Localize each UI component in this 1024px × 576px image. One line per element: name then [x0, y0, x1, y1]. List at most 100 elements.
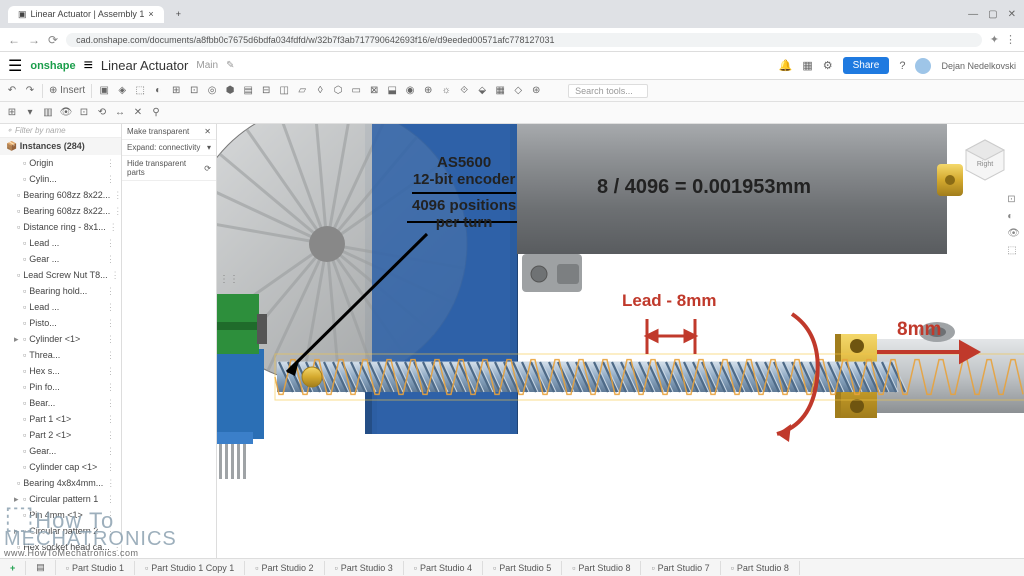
tree-item[interactable]: ▫Pisto... ⋮ [0, 315, 121, 331]
tool-icon[interactable]: ⬡ [332, 85, 344, 97]
tree-item[interactable]: ▫Cylinder cap <1> ⋮ [0, 459, 121, 475]
url-input[interactable]: cad.onshape.com/documents/a8fbb0c7675d6b… [66, 33, 982, 47]
doc-menu-icon[interactable]: ≡ [84, 57, 93, 75]
part-studio-tab[interactable]: ▫Part Studio 8 [562, 561, 641, 575]
tool-icon[interactable]: ⬢ [224, 85, 236, 97]
grid-icon[interactable]: ▦ [802, 59, 812, 72]
tree-item[interactable]: ▫Part 1 <1> ⋮ [0, 411, 121, 427]
insert-button[interactable]: ⊕ Insert [49, 85, 85, 96]
tool-icon[interactable]: ◎ [206, 85, 218, 97]
gear-icon[interactable]: ⚙ [823, 59, 833, 72]
help-icon[interactable]: ? [899, 60, 905, 72]
tool-icon[interactable]: ◈ [116, 85, 128, 97]
ctx-transparent[interactable]: Make transparent✕ [122, 124, 216, 140]
view-icon[interactable]: ⟲ [96, 107, 108, 119]
part-studio-tab[interactable]: ▫Part Studio 7 [641, 561, 720, 575]
nav-back-icon[interactable]: ← [8, 33, 20, 47]
tool-icon[interactable]: ▣ [98, 85, 110, 97]
avatar[interactable] [915, 58, 931, 74]
tool-icon[interactable]: ◫ [278, 85, 290, 97]
view-icon[interactable]: ✕ [132, 107, 144, 119]
window-min-icon[interactable]: — [968, 9, 978, 20]
tool-icon[interactable]: ⬙ [476, 85, 488, 97]
part-studio-tab[interactable]: ▫Part Studio 5 [483, 561, 562, 575]
tool-icon[interactable]: ☼ [440, 85, 452, 97]
part-studio-tab[interactable]: ▫Part Studio 8 [721, 561, 800, 575]
tree-item[interactable]: ▫Lead Screw Nut T8... ⋮ [0, 267, 121, 283]
tool-icon[interactable]: ▭ [350, 85, 362, 97]
part-studio-tab[interactable]: ▫Part Studio 1 [56, 561, 135, 575]
tree-filter[interactable]: ⚬ Filter by name [0, 124, 121, 138]
share-button[interactable]: Share [843, 57, 890, 74]
tool-icon[interactable]: ◊ [314, 85, 326, 97]
view-icon[interactable]: ▾ [24, 107, 36, 119]
tree-item[interactable]: ▫Pin fo... ⋮ [0, 379, 121, 395]
tree-item[interactable]: ▫Lead ... ⋮ [0, 235, 121, 251]
ctx-hide[interactable]: Hide transparent parts⟳ [122, 156, 216, 181]
tool-icon[interactable]: ⊡ [188, 85, 200, 97]
tree-item[interactable]: ▫Gear... ⋮ [0, 443, 121, 459]
window-close-icon[interactable]: ✕ [1008, 9, 1016, 20]
tool-icon[interactable]: ⊠ [368, 85, 380, 97]
tree-item[interactable]: ▫Bearing 608zz 8x22... ⋮ [0, 203, 121, 219]
iso-icon[interactable]: ⬚ [1007, 245, 1020, 256]
tree-item[interactable]: ▫Origin ⋮ [0, 155, 121, 171]
nav-fwd-icon[interactable]: → [28, 33, 40, 47]
tree-item[interactable]: ▸▫Cylinder <1> ⋮ [0, 331, 121, 347]
eye-icon[interactable]: 👁 [1007, 228, 1020, 239]
tree-item[interactable]: ▫Bear... ⋮ [0, 395, 121, 411]
part-studio-tab[interactable]: ▫Part Studio 1 Copy 1 [135, 561, 245, 575]
tab-menu[interactable]: ▤ [26, 560, 56, 575]
undo-icon[interactable]: ↶ [6, 85, 18, 97]
onshape-logo[interactable]: onshape [30, 60, 75, 72]
tree-item[interactable]: ▫Part 2 <1> ⋮ [0, 427, 121, 443]
tree-item[interactable]: ▫Hex s... ⋮ [0, 363, 121, 379]
tool-icon[interactable]: ⊕ [422, 85, 434, 97]
tree-item[interactable]: ▫Bearing hold... ⋮ [0, 283, 121, 299]
nav-reload-icon[interactable]: ⟳ [48, 33, 58, 47]
view-icon[interactable]: 👁 [60, 107, 72, 119]
tool-icon[interactable]: ▦ [494, 85, 506, 97]
view-icon[interactable]: ⊡ [78, 107, 90, 119]
tree-item[interactable]: ▫Cylin... ⋮ [0, 171, 121, 187]
ext-icon[interactable]: ✦ [990, 33, 999, 46]
tool-icon[interactable]: ⊛ [530, 85, 542, 97]
view-icon[interactable]: ▥ [42, 107, 54, 119]
tool-icon[interactable]: ⊟ [260, 85, 272, 97]
ctx-expand[interactable]: Expand: connectivity▾ [122, 140, 216, 156]
view-cube[interactable]: Right [962, 136, 1008, 182]
tool-icon[interactable]: ◇ [512, 85, 524, 97]
edit-icon[interactable]: ✎ [226, 60, 234, 71]
menu-icon[interactable]: ☰ [8, 56, 22, 76]
view-icon[interactable]: ⊞ [6, 107, 18, 119]
tree-item[interactable]: ▫Bearing 608zz 8x22... ⋮ [0, 187, 121, 203]
tool-icon[interactable]: ▱ [296, 85, 308, 97]
tool-icon[interactable]: ◉ [404, 85, 416, 97]
add-tab[interactable]: + [0, 561, 26, 575]
tree-item[interactable]: ▫Lead ... ⋮ [0, 299, 121, 315]
tree-item[interactable]: ▫Bearing 4x8x4mm... ⋮ [0, 475, 121, 491]
search-tools[interactable]: Search tools... [568, 84, 648, 98]
window-max-icon[interactable]: ▢ [988, 9, 997, 20]
tool-icon[interactable]: ▤ [242, 85, 254, 97]
redo-icon[interactable]: ↷ [24, 85, 36, 97]
tool-icon[interactable]: ⬓ [386, 85, 398, 97]
part-studio-tab[interactable]: ▫Part Studio 2 [245, 561, 324, 575]
section-icon[interactable]: ◐ [1007, 211, 1020, 222]
view-icon[interactable]: ↔ [114, 107, 126, 119]
part-studio-tab[interactable]: ▫Part Studio 4 [404, 561, 483, 575]
canvas-3d[interactable]: AS5600 12-bit encoder 4096 positions per… [217, 124, 1024, 558]
browser-tab-new[interactable]: + [166, 6, 191, 22]
tool-icon[interactable]: ⊞ [170, 85, 182, 97]
menu-icon[interactable]: ⋮ [1005, 33, 1016, 46]
tree-item[interactable]: ▫Gear ... ⋮ [0, 251, 121, 267]
tab-close-icon[interactable]: × [148, 9, 153, 19]
tool-icon[interactable]: ◐ [152, 85, 164, 97]
tree-item[interactable]: ▫Distance ring - 8x1... ⋮ [0, 219, 121, 235]
fit-icon[interactable]: ⊡ [1007, 194, 1020, 205]
browser-tab-active[interactable]: ▣ Linear Actuator | Assembly 1 × [8, 6, 164, 23]
part-studio-tab[interactable]: ▫Part Studio 3 [325, 561, 404, 575]
view-icon[interactable]: ⚲ [150, 107, 162, 119]
handle-icon[interactable]: ⋮⋮ [219, 274, 239, 285]
bell-icon[interactable]: 🔔 [779, 59, 793, 72]
